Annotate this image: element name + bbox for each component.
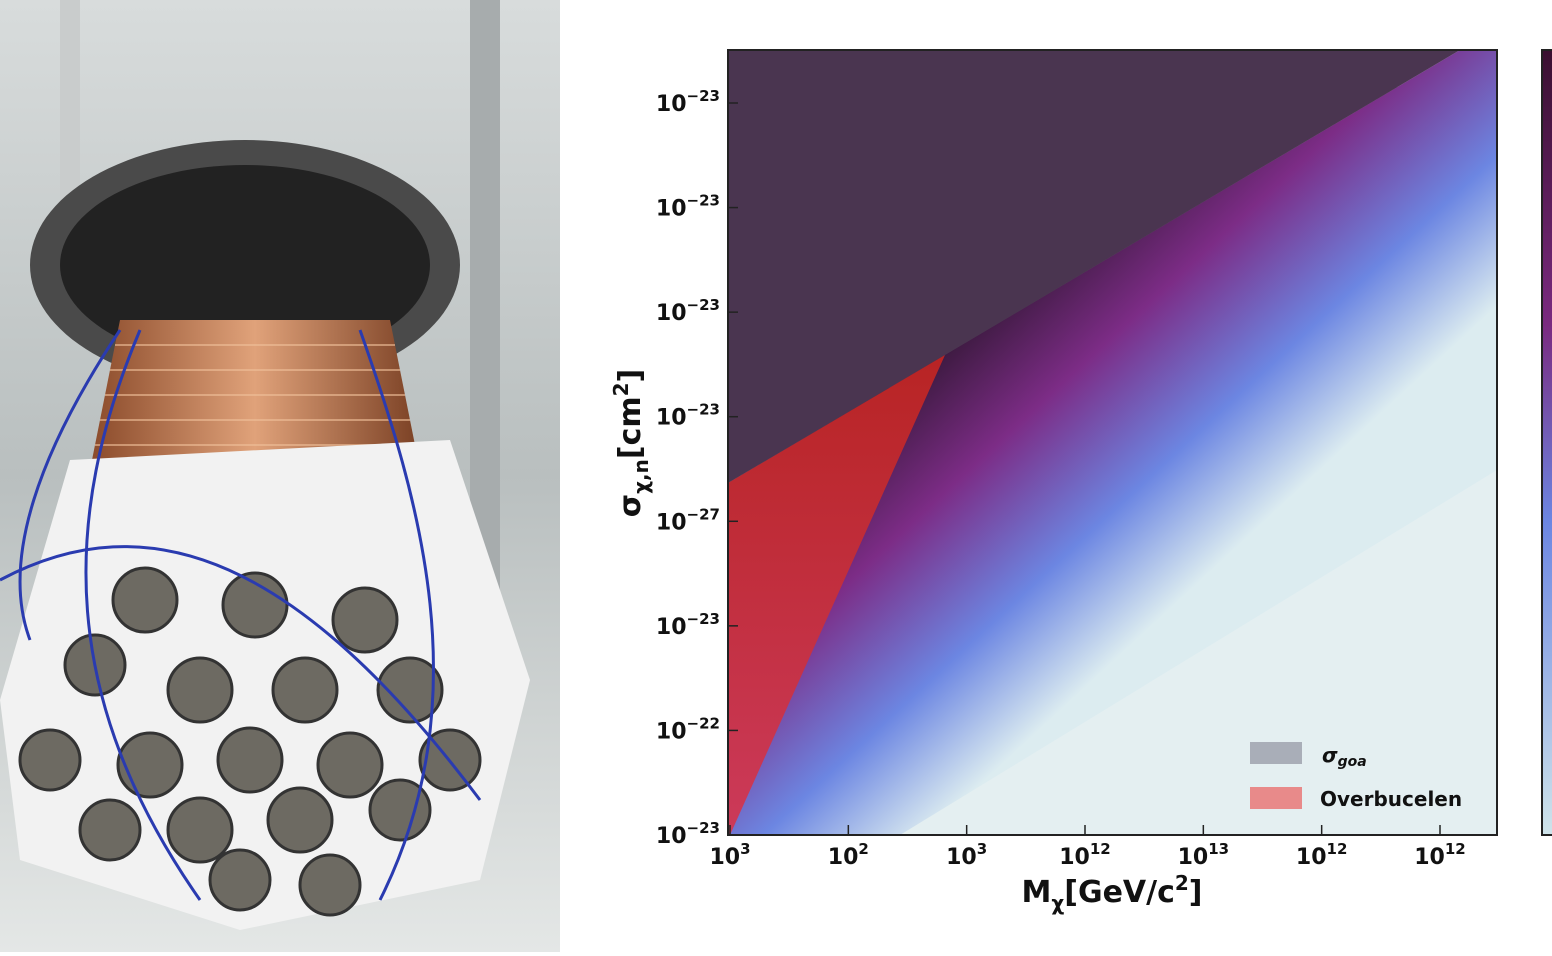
legend: σgoa Overbucelen bbox=[1250, 742, 1462, 811]
tick-label: 10−23 bbox=[656, 401, 720, 431]
tick-label: 10−23 bbox=[656, 819, 720, 849]
tick-label: 102 bbox=[828, 840, 869, 870]
tick-label: 1012 bbox=[1059, 840, 1111, 870]
tick-label: 10−23 bbox=[656, 192, 720, 222]
colorbar bbox=[1541, 49, 1552, 836]
plot bbox=[728, 50, 1497, 835]
tick-label: 1013 bbox=[1178, 840, 1230, 870]
photo bbox=[0, 0, 560, 952]
tick-label: 10−22 bbox=[656, 714, 720, 744]
tick-label: 10−23 bbox=[656, 296, 720, 326]
tick-label: 1012 bbox=[1414, 840, 1466, 870]
legend-swatch bbox=[1250, 787, 1302, 809]
tick-label: 10−27 bbox=[656, 505, 720, 535]
legend-label: Overbucelen bbox=[1320, 787, 1462, 811]
tick-label: 10−23 bbox=[656, 87, 720, 117]
tick-label: 10−23 bbox=[656, 610, 720, 640]
plot-frame bbox=[727, 49, 1498, 836]
tick-label: 1012 bbox=[1296, 840, 1348, 870]
x-axis-label: Mχ[GeV/c2] bbox=[1021, 871, 1202, 915]
tick-label: 103 bbox=[946, 840, 987, 870]
tick-label: 103 bbox=[709, 840, 750, 870]
legend-swatch bbox=[1250, 742, 1302, 764]
y-ticks: 10−23 10−23 10−23 10−23 10−27 10−23 10−22 10−23 bbox=[656, 87, 738, 849]
y-axis-label: σχ,n[cm2] bbox=[609, 369, 653, 518]
legend-label: σgoa bbox=[1322, 743, 1367, 770]
x-ticks: 103 102 103 1012 1013 1012 1012 bbox=[709, 825, 1466, 870]
